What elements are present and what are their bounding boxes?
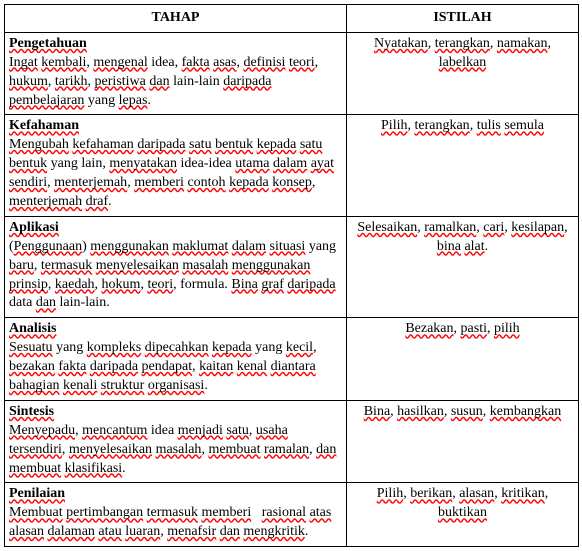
- istilah-cell: Bina, hasilkan, susun, kembangkan: [347, 400, 579, 483]
- row-desc: Sesuatu yang kompleks dipecahkan kepada …: [9, 340, 317, 393]
- table-row: Sintesis Menyepadu, mencantum idea menja…: [5, 400, 579, 483]
- table-row: Pengetahuan Ingat kembali, mengenal idea…: [5, 32, 579, 115]
- row-desc: Mengubah kefahaman daripada satu bentuk …: [9, 137, 334, 209]
- table-row: Aplikasi (Penggunaan) menggunakan maklum…: [5, 216, 579, 317]
- istilah-cell: Selesaikan, ramalkan, cari, kesilapan, b…: [347, 216, 579, 317]
- table-row: Analisis Sesuatu yang kompleks dipecahka…: [5, 318, 579, 401]
- tahap-cell: Sintesis Menyepadu, mencantum idea menja…: [5, 400, 347, 483]
- header-istilah: ISTILAH: [347, 5, 579, 33]
- row-heading: Sintesis: [9, 404, 54, 419]
- header-tahap: TAHAP: [5, 5, 347, 33]
- istilah-cell: Bezakan, pasti, pilih: [347, 318, 579, 401]
- header-row: TAHAP ISTILAH: [5, 5, 579, 33]
- istilah-cell: Pilih, terangkan, tulis semula: [347, 115, 579, 216]
- table-row: Kefahaman Mengubah kefahaman daripada sa…: [5, 115, 579, 216]
- row-heading: Penilaian: [9, 486, 65, 501]
- table-row: Penilaian Membuat pertimbangan termasuk …: [5, 483, 579, 547]
- tahap-cell: Analisis Sesuatu yang kompleks dipecahka…: [5, 318, 347, 401]
- row-desc: Ingat kembali, mengenal idea, fakta asas…: [9, 55, 318, 108]
- bloom-table: TAHAP ISTILAH Pengetahuan Ingat kembali,…: [4, 4, 579, 547]
- row-desc: Membuat pertimbangan termasuk memberi ra…: [9, 505, 331, 539]
- row-desc: (Penggunaan) menggunakan maklumat dalam …: [9, 239, 336, 311]
- row-heading: Kefahaman: [9, 118, 79, 133]
- row-heading: Pengetahuan: [9, 36, 87, 51]
- row-heading: Aplikasi: [9, 220, 59, 235]
- istilah-cell: Nyatakan, terangkan, namakan, labelkan: [347, 32, 579, 115]
- istilah-cell: Pilih, berikan, alasan, kritikan, buktik…: [347, 483, 579, 547]
- tahap-cell: Aplikasi (Penggunaan) menggunakan maklum…: [5, 216, 347, 317]
- tahap-cell: Pengetahuan Ingat kembali, mengenal idea…: [5, 32, 347, 115]
- row-heading: Analisis: [9, 321, 56, 336]
- tahap-cell: Kefahaman Mengubah kefahaman daripada sa…: [5, 115, 347, 216]
- row-desc: Menyepadu, mencantum idea menjadi satu, …: [9, 423, 336, 476]
- tahap-cell: Penilaian Membuat pertimbangan termasuk …: [5, 483, 347, 547]
